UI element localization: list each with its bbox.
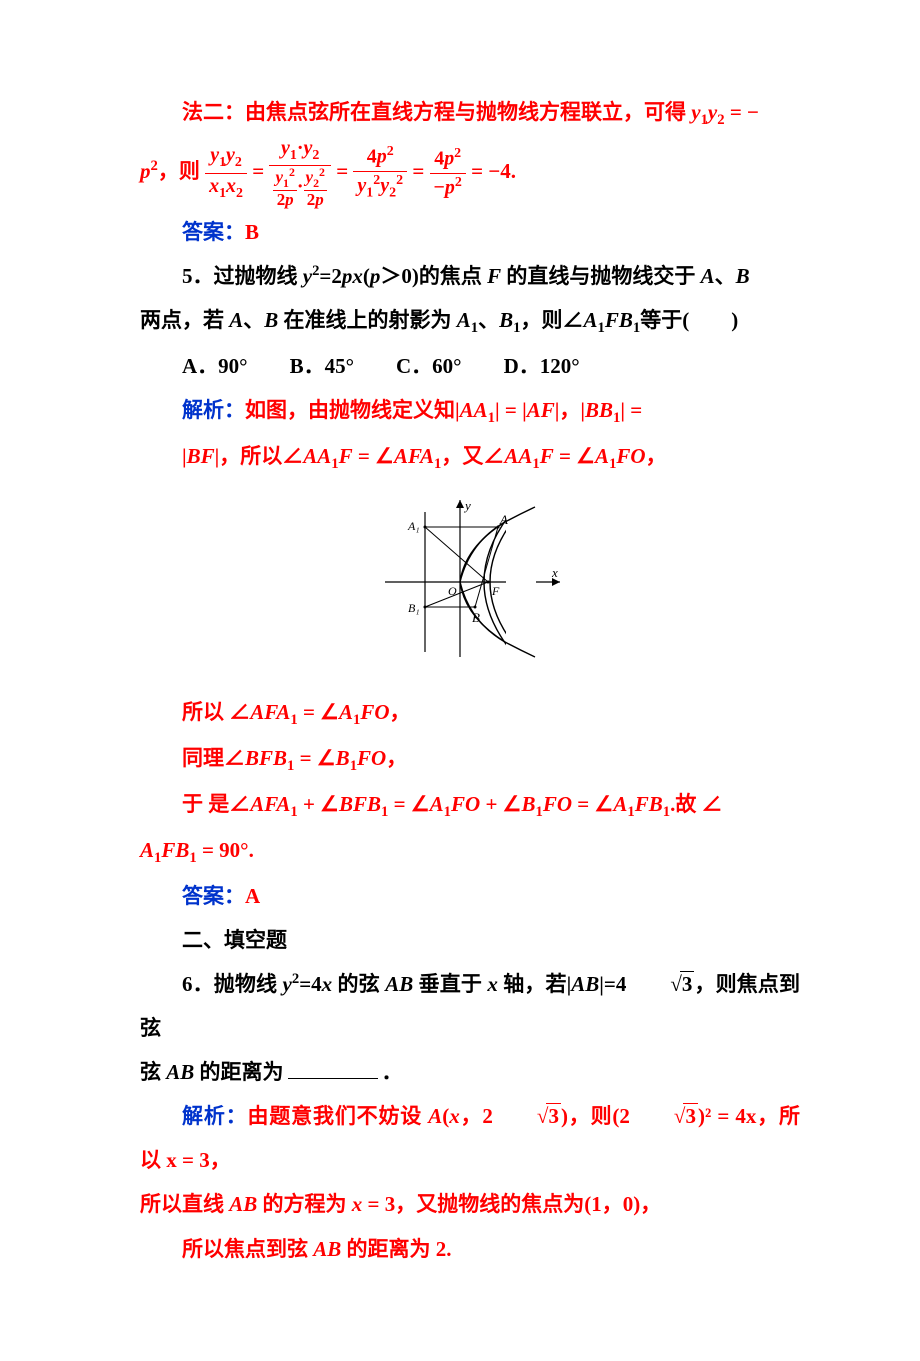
q5-optB: B．45° <box>290 354 354 378</box>
method2-equation-line: p2，则 y1y2 x1x2 = y1·y2 y122p·y222p = 4p2… <box>140 136 800 210</box>
q5-sol-line4: 同理∠BFB1 = ∠B1FO， <box>140 736 800 782</box>
frac-4p2-over-negp2: 4p2 −p2 <box>430 145 466 201</box>
label-B1: B₁ <box>408 601 420 615</box>
fill-blank <box>288 1078 378 1079</box>
q5-figure: y x O F A A₁ B B₁ <box>140 492 800 677</box>
q6-sol-line3: 所以焦点到弦 AB 的距离为 2. <box>140 1227 800 1271</box>
q5-sol-line5b: A1FB1 = 90°. <box>140 828 800 874</box>
method2-answer: 答案：B <box>140 210 800 254</box>
method2-intro: 法二：由焦点弦所在直线方程与抛物线方程联立，可得 y1y2 = − <box>140 90 800 136</box>
answer-label: 答案： <box>182 220 245 244</box>
q5-options: A．90° B．45° C．60° D．120° <box>140 344 800 388</box>
label-O: O <box>448 584 457 598</box>
q5-stem-line2: 两点，若 A、B 在准线上的射影为 A1、B1，则∠A1FB1等于( ) <box>140 298 800 344</box>
frac-4p2-over-y1y2sq: 4p2 y12y22 <box>353 143 407 202</box>
label-B: B <box>472 610 480 625</box>
q6-stem-line2: 弦 AB 的距离为． <box>140 1050 800 1094</box>
q5-optD: D．120° <box>504 354 580 378</box>
q5-sol-line2: |BF|，所以∠AA1F = ∠AFA1，又∠AA1F = ∠A1FO， <box>140 434 800 480</box>
q5-sol-line3: 所以 ∠AFA1 = ∠A1FO， <box>140 690 800 736</box>
section2-heading: 二、填空题 <box>140 918 800 962</box>
q5-sol-line5a: 于 是∠AFA1 + ∠BFB1 = ∠A1FO + ∠B1FO = ∠A1FB… <box>140 782 800 828</box>
method2-result: = −4. <box>471 159 516 183</box>
q6-sol-line2: 所以直线 AB 的方程为 x = 3，又抛物线的焦点为(1，0)， <box>140 1182 800 1226</box>
answer-value: B <box>245 220 259 244</box>
q5-optA: A．90° <box>182 354 248 378</box>
label-x: x <box>551 565 558 580</box>
frac-with-nested: y1·y2 y122p·y222p <box>269 136 330 210</box>
label-y: y <box>463 498 471 513</box>
q5-sol-line1: 解析：如图，由抛物线定义知|AA1| = |AF|，|BB1| = <box>140 388 800 434</box>
q5-answer: 答案：A <box>140 874 800 918</box>
label-A: A <box>499 512 508 527</box>
q6-sol-line1: 解析：由题意我们不妨设 A(x，23)，则(23)² = 4x，所以 x = 3… <box>140 1094 800 1182</box>
frac-y1y2-over-x1x2: y1y2 x1x2 <box>205 143 247 202</box>
q6-stem-line1: 6．抛物线 y2=4x 的弦 AB 垂直于 x 轴，若|AB|=43，则焦点到弦 <box>140 962 800 1050</box>
q5-optC: C．60° <box>396 354 462 378</box>
q5-stem-line1: 5．过抛物线 y2=2px(p＞0)的焦点 F 的直线与抛物线交于 A、B <box>140 254 800 298</box>
method2-text: 法二：由焦点弦所在直线方程与抛物线方程联立，可得 <box>182 100 691 124</box>
parabola-diagram-svg: y x O F A A₁ B B₁ <box>370 492 570 662</box>
yy-eq: y <box>691 100 700 124</box>
label-F: F <box>491 584 500 598</box>
label-A1: A₁ <box>407 519 420 533</box>
